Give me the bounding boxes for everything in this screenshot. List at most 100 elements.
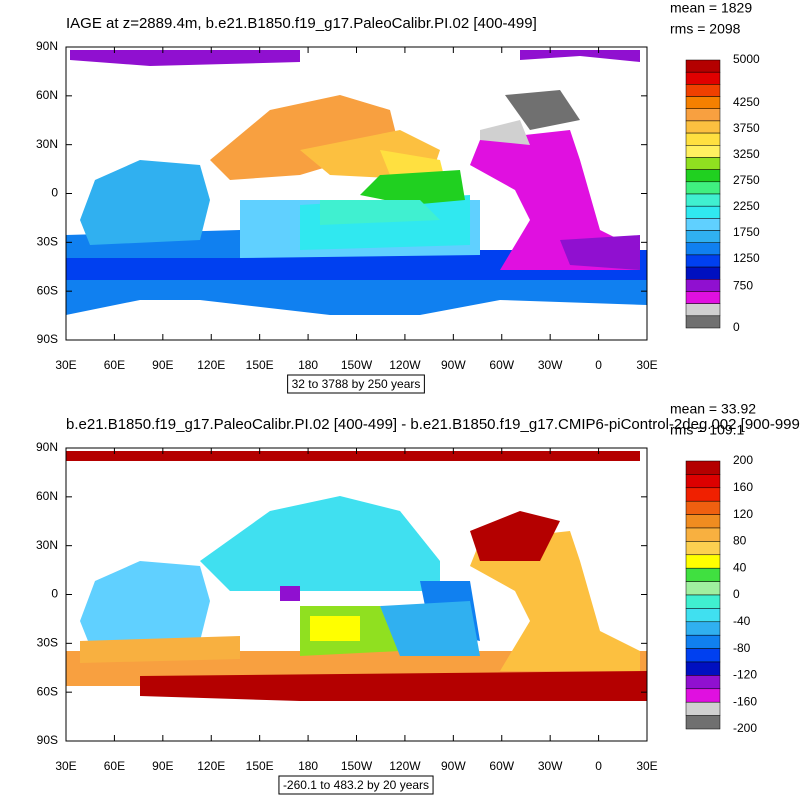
lat-tick-label: 30S <box>37 235 58 249</box>
lat-tick-label: 30N <box>36 538 58 552</box>
lat-tick-label: 0 <box>51 186 58 200</box>
lon-tick-label: 90W <box>441 358 466 372</box>
lat-tick-label: 60N <box>36 88 58 102</box>
lon-tick-label: 150W <box>341 358 373 372</box>
colorbar-box <box>685 193 721 207</box>
map-fill-2 <box>66 451 647 701</box>
lon-tick-label: 60W <box>489 759 514 773</box>
lon-tick-label: 120E <box>197 358 225 372</box>
lon-tick-label: 120W <box>389 759 421 773</box>
lon-tick-label: 150E <box>246 759 274 773</box>
colorbar-box <box>685 266 721 280</box>
colorbar-box <box>685 242 721 256</box>
lon-tick-label: 90E <box>152 358 173 372</box>
lon-tick-label: 60E <box>104 759 125 773</box>
lon-tick-label: 30E <box>55 759 76 773</box>
colorbar-box <box>685 59 721 73</box>
colorbar-box <box>685 474 721 489</box>
colorbar-box <box>685 581 721 596</box>
lon-tick-label: 0 <box>595 358 602 372</box>
colorbar-label: 0 <box>733 587 740 601</box>
lat-tick-label: 30S <box>37 636 58 650</box>
colorbar-box <box>685 96 721 109</box>
colorbar-label: -160 <box>733 694 757 708</box>
colorbar-box <box>685 132 721 146</box>
colorbar-box <box>685 315 721 329</box>
colorbar-box <box>685 487 721 502</box>
lon-tick-label: 180 <box>298 358 318 372</box>
panel-title: IAGE at z=2889.4m, b.e21.B1850.f19_g17.P… <box>66 15 537 32</box>
range-box <box>287 374 425 394</box>
colorbar-box <box>685 661 721 676</box>
colorbar-box <box>685 181 721 195</box>
colorbar-box <box>685 84 721 97</box>
colorbar-box <box>685 527 721 542</box>
colorbar-box <box>685 71 721 85</box>
panel-title: b.e21.B1850.f19_g17.PaleoCalibr.PI.02 [4… <box>66 416 800 433</box>
map-fill-1 <box>66 50 647 315</box>
lon-tick-label: 120E <box>197 759 225 773</box>
lon-tick-label: 90W <box>441 759 466 773</box>
lat-tick-label: 90S <box>37 332 58 346</box>
colorbar-label: 3750 <box>733 121 760 135</box>
lon-tick-label: 30E <box>636 759 657 773</box>
lon-tick-label: 60W <box>489 358 514 372</box>
lat-tick-label: 90N <box>36 39 58 53</box>
colorbar-box <box>685 715 721 730</box>
lon-tick-label: 150W <box>341 759 373 773</box>
lon-tick-label: 180 <box>298 759 318 773</box>
colorbar-label: 160 <box>733 480 753 494</box>
lon-tick-label: 30E <box>636 358 657 372</box>
colorbar-label: -80 <box>733 641 751 655</box>
lat-tick-label: 90S <box>37 733 58 747</box>
colorbar-box <box>685 541 721 556</box>
colorbar-box <box>685 169 721 183</box>
colorbar-label: 1750 <box>733 225 760 239</box>
colorbar-box <box>685 218 721 231</box>
mean-stat: mean = 33.92 <box>670 401 756 417</box>
lat-tick-label: 60S <box>37 684 58 698</box>
lon-tick-label: 120W <box>389 358 421 372</box>
rms-stat: rms = 2098 <box>670 21 741 37</box>
colorbar-label: 0 <box>733 320 740 334</box>
range-label: -260.1 to 483.2 by 20 years <box>283 778 429 792</box>
lat-tick-label: 30N <box>36 137 58 151</box>
range-label: 32 to 3788 by 250 years <box>292 377 421 391</box>
colorbar-box <box>685 205 721 219</box>
colorbar-box <box>685 648 721 663</box>
colorbar-box <box>685 608 721 623</box>
colorbar-box <box>685 701 721 716</box>
colorbar-box <box>685 675 721 690</box>
colorbar-label: 1250 <box>733 251 760 265</box>
colorbar-box <box>685 120 721 134</box>
lon-tick-label: 30W <box>538 759 563 773</box>
colorbar-box <box>685 108 721 122</box>
colorbar-box <box>685 254 721 268</box>
colorbar-box <box>685 567 721 582</box>
lon-tick-label: 0 <box>595 759 602 773</box>
colorbar-box <box>685 688 721 703</box>
colorbar-box <box>685 279 721 292</box>
colorbar-label: 5000 <box>733 52 760 66</box>
lon-tick-label: 30W <box>538 358 563 372</box>
colorbar-label: 4250 <box>733 95 760 109</box>
colorbar-label: 2250 <box>733 199 760 213</box>
rms-stat: rms = 109.1 <box>670 422 745 438</box>
lon-tick-label: 150E <box>246 358 274 372</box>
colorbar-box <box>685 230 721 243</box>
colorbar-box <box>685 594 721 609</box>
colorbar-label: -200 <box>733 721 757 735</box>
colorbar-box <box>685 554 721 569</box>
colorbar-label: -40 <box>733 614 751 628</box>
colorbar-label: -120 <box>733 668 757 682</box>
colorbar-label: 3250 <box>733 147 760 161</box>
range-box <box>278 775 434 795</box>
lat-tick-label: 90N <box>36 440 58 454</box>
lat-tick-label: 60N <box>36 489 58 503</box>
colorbar-box <box>685 157 721 170</box>
colorbar-label: 80 <box>733 534 747 548</box>
colorbar-box <box>685 634 721 649</box>
colorbar-box <box>685 514 721 529</box>
mean-stat: mean = 1829 <box>670 0 752 16</box>
